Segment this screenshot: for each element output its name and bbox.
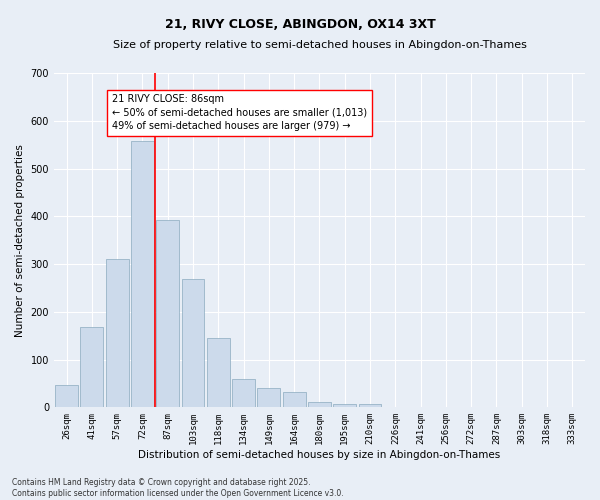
Y-axis label: Number of semi-detached properties: Number of semi-detached properties [15,144,25,336]
Bar [207,338,230,407]
Bar [106,260,128,408]
Bar [334,404,356,407]
Bar [232,378,255,408]
Bar [80,327,103,407]
Bar [359,404,382,407]
X-axis label: Distribution of semi-detached houses by size in Abingdon-on-Thames: Distribution of semi-detached houses by … [139,450,500,460]
Bar [55,385,78,407]
Bar [131,142,154,408]
Title: Size of property relative to semi-detached houses in Abingdon-on-Thames: Size of property relative to semi-detach… [113,40,526,50]
Bar [157,220,179,408]
Text: 21, RIVY CLOSE, ABINGDON, OX14 3XT: 21, RIVY CLOSE, ABINGDON, OX14 3XT [164,18,436,30]
Bar [182,280,205,407]
Bar [308,402,331,407]
Bar [283,392,305,407]
Text: Contains HM Land Registry data © Crown copyright and database right 2025.
Contai: Contains HM Land Registry data © Crown c… [12,478,344,498]
Text: 21 RIVY CLOSE: 86sqm
← 50% of semi-detached houses are smaller (1,013)
49% of se: 21 RIVY CLOSE: 86sqm ← 50% of semi-detac… [112,94,367,131]
Bar [257,388,280,407]
